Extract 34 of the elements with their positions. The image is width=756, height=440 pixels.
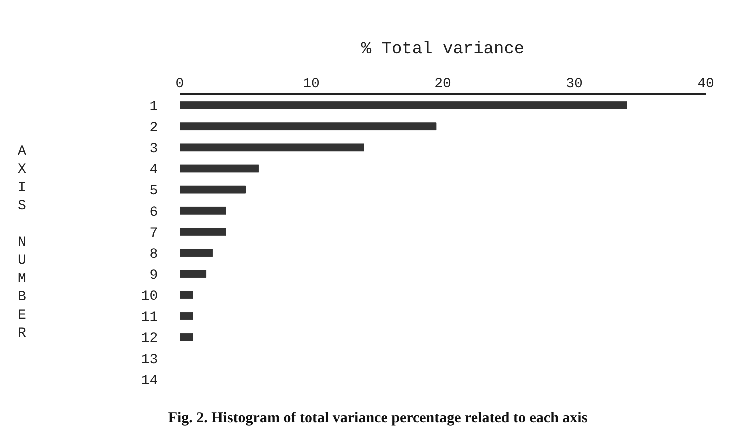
x-tick-label: 30 xyxy=(566,76,583,93)
bar xyxy=(180,144,364,152)
y-tick-label: 6 xyxy=(150,204,158,221)
bar xyxy=(180,270,207,278)
bar xyxy=(180,228,226,236)
text: AXIS NUMBER xyxy=(18,144,26,342)
x-tick-label: 10 xyxy=(303,76,320,93)
bar xyxy=(180,291,194,300)
y-tick-label: 1 xyxy=(150,99,158,116)
bar xyxy=(180,206,226,215)
y-tick-label: 2 xyxy=(150,120,158,137)
x-axis-title: % Total variance xyxy=(361,40,525,60)
bar xyxy=(180,333,194,342)
y-tick-label: 10 xyxy=(141,289,158,306)
y-tick-label: 3 xyxy=(150,142,158,158)
x-tick-label: 20 xyxy=(434,76,452,93)
y-tick-label: 5 xyxy=(150,184,158,200)
y-tick-label: 14 xyxy=(141,373,158,390)
bar xyxy=(180,312,194,320)
y-tick-label: 4 xyxy=(150,162,158,179)
bar xyxy=(180,164,260,173)
text: Fig. 2. Histogram of total variance percentage related to each axis xyxy=(168,410,588,426)
y-tick-label: 8 xyxy=(150,246,158,263)
bar xyxy=(180,249,214,257)
x-tick-label: 40 xyxy=(698,76,714,93)
y-tick-label: 7 xyxy=(150,226,158,242)
x-tick-label: 0 xyxy=(176,76,184,93)
y-tick-label: 9 xyxy=(150,268,158,284)
y-tick-label: 12 xyxy=(141,331,158,348)
bar xyxy=(180,102,628,110)
bar xyxy=(180,186,246,194)
y-tick-label: 13 xyxy=(141,352,158,368)
y-tick-label: 11 xyxy=(141,310,158,326)
bar xyxy=(180,122,437,131)
